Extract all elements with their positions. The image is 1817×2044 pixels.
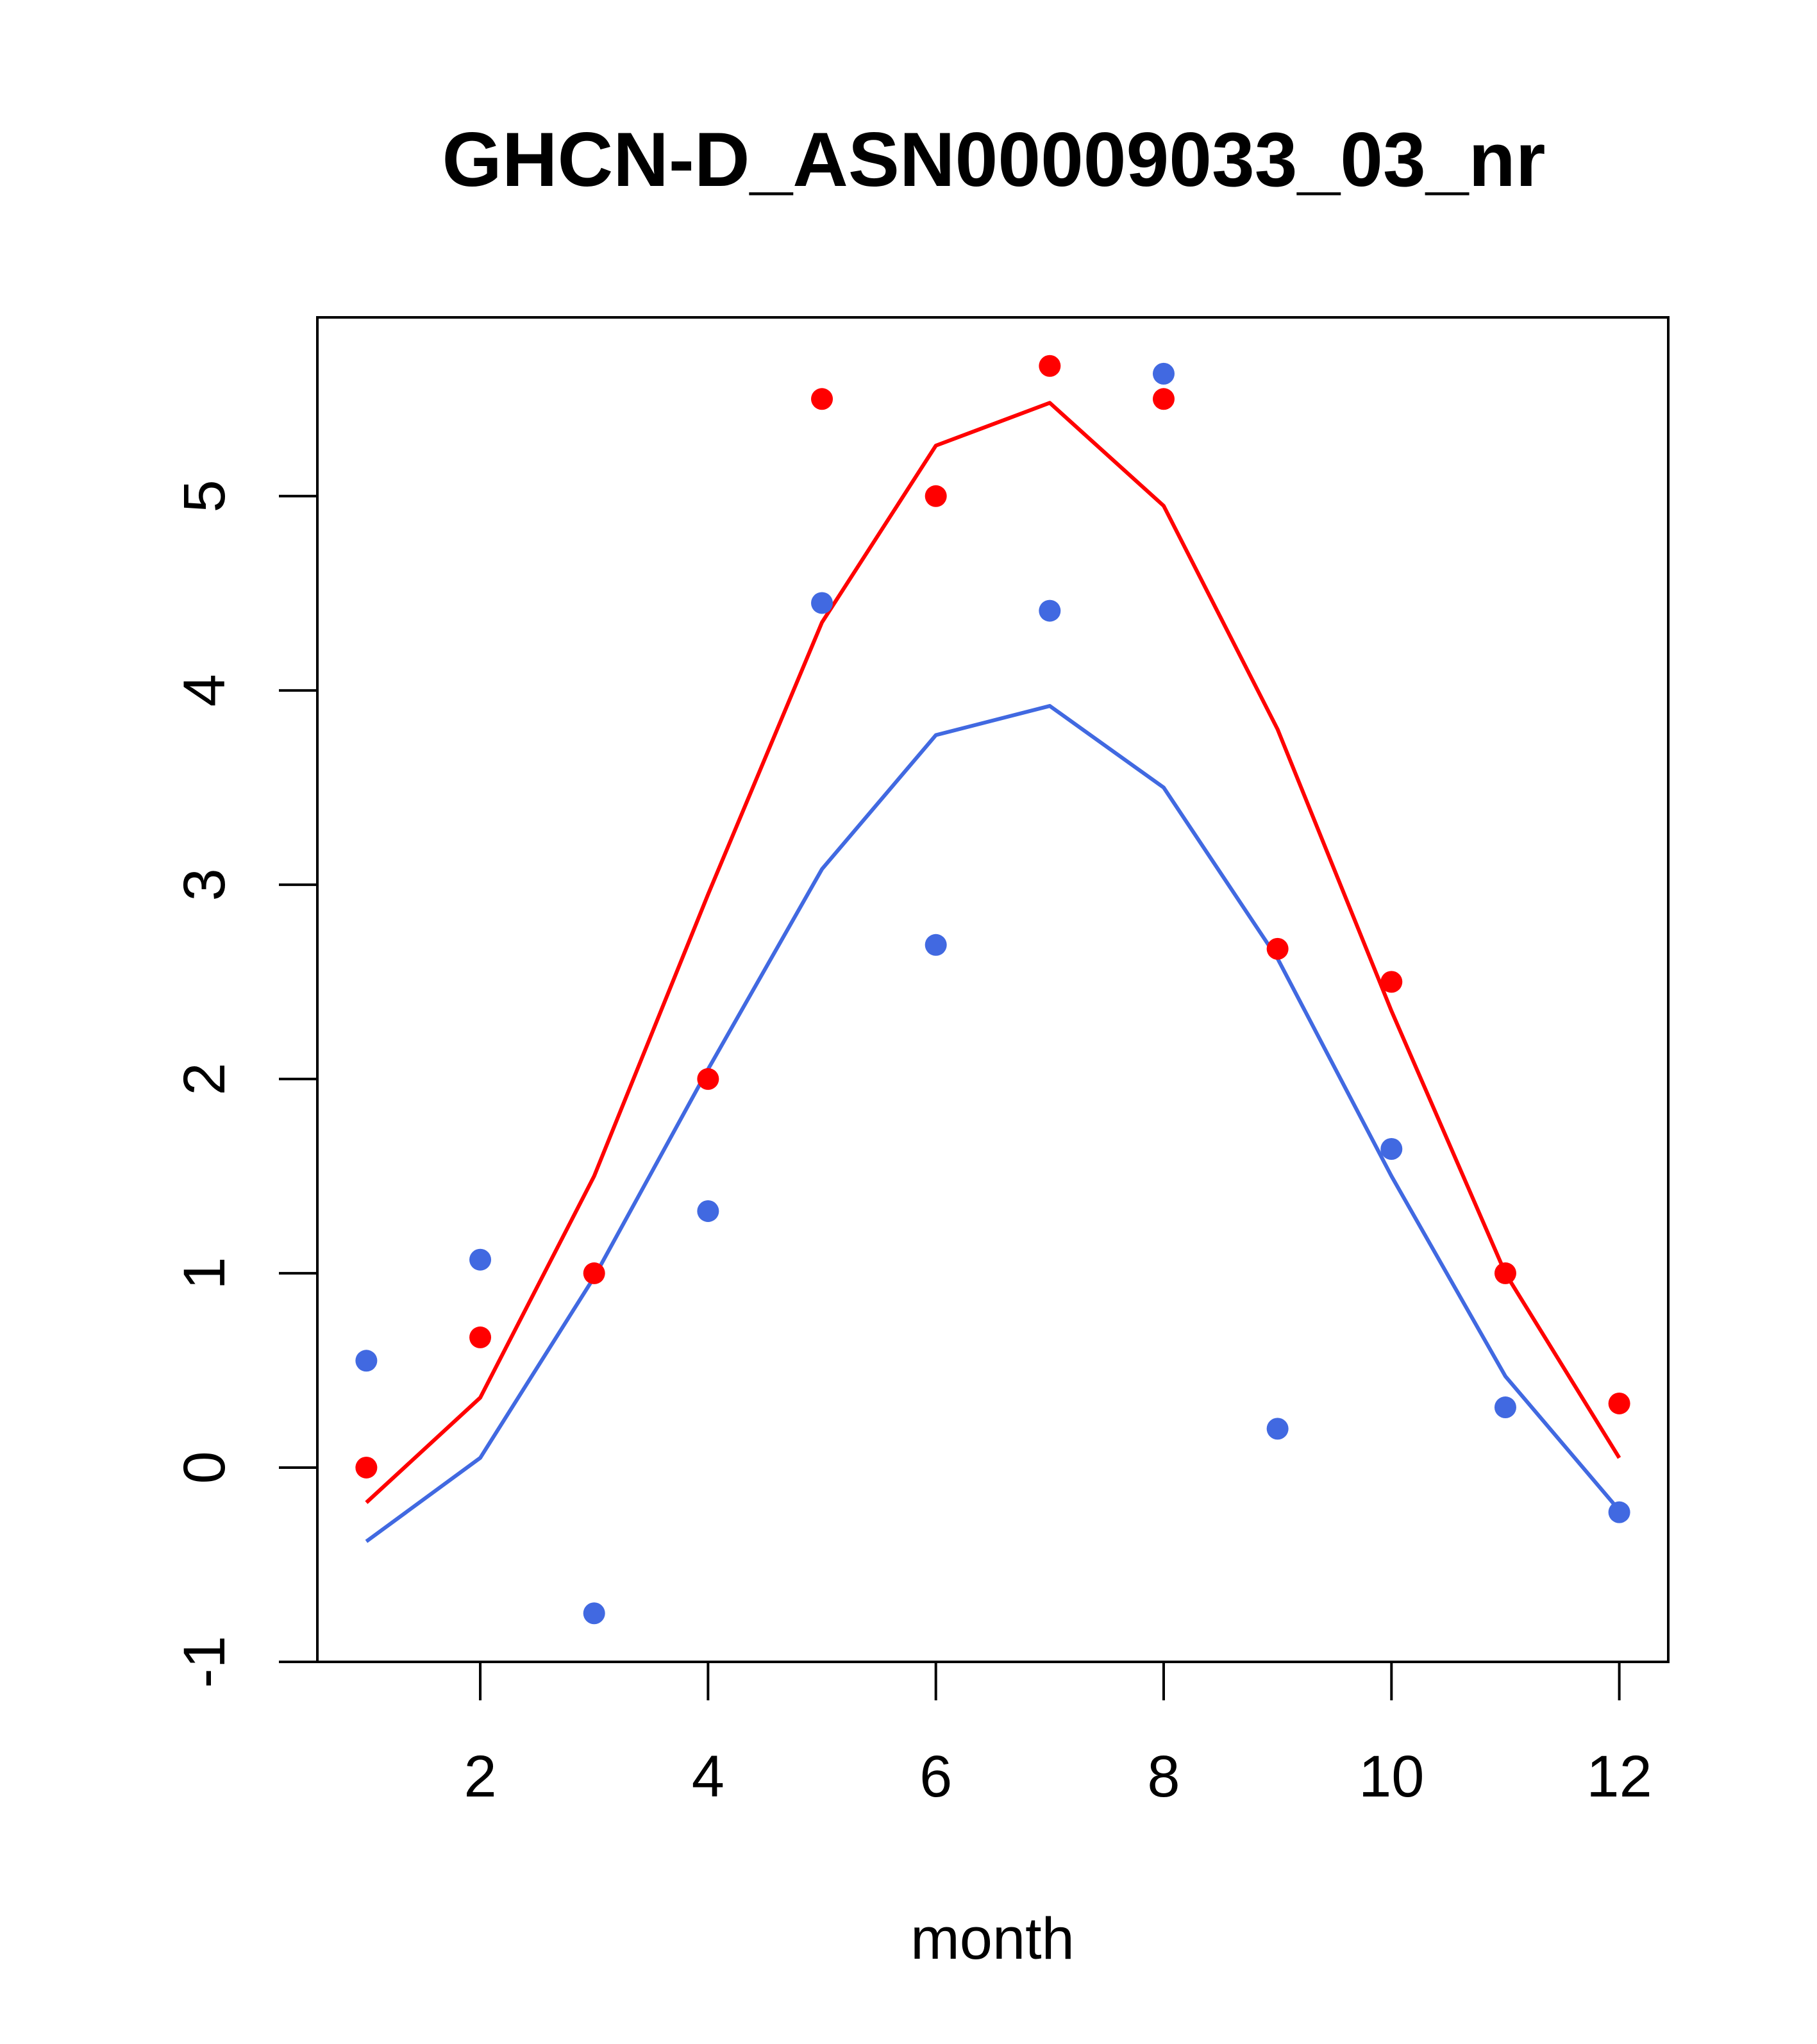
x-tick-label: 4 — [692, 1744, 724, 1809]
data-point-2 — [583, 1602, 605, 1625]
data-point-0 — [697, 1068, 719, 1090]
x-tick-label: 10 — [1359, 1744, 1424, 1809]
data-point-2 — [1608, 1501, 1630, 1523]
y-tick-label: 4 — [172, 674, 237, 707]
series-layer — [355, 355, 1630, 1625]
x-tick-label: 8 — [1147, 1744, 1180, 1809]
data-point-0 — [469, 1326, 492, 1348]
data-point-2 — [355, 1350, 378, 1372]
data-point-0 — [1608, 1392, 1630, 1414]
data-point-0 — [811, 388, 833, 410]
x-tick-label: 12 — [1586, 1744, 1652, 1809]
y-tick-label: 2 — [172, 1062, 237, 1095]
data-point-0 — [355, 1456, 378, 1479]
data-point-2 — [1152, 362, 1175, 385]
data-point-0 — [1380, 971, 1403, 993]
series-line-3 — [365, 704, 1621, 1543]
data-point-0 — [583, 1262, 605, 1284]
data-point-2 — [1494, 1396, 1516, 1419]
data-point-2 — [925, 934, 947, 956]
x-axis-label: month — [910, 1906, 1075, 1972]
data-point-2 — [1380, 1137, 1403, 1160]
data-point-2 — [1266, 1418, 1289, 1440]
data-point-0 — [1152, 388, 1175, 410]
data-point-0 — [925, 485, 947, 507]
data-point-0 — [1039, 355, 1061, 377]
data-point-2 — [469, 1248, 492, 1271]
y-tick-label: 1 — [172, 1257, 237, 1289]
y-tick-label: 0 — [172, 1451, 237, 1484]
data-point-2 — [811, 592, 833, 614]
x-axis: 2 4 6 8 10 12 — [464, 1661, 1652, 1809]
data-point-2 — [1039, 599, 1061, 622]
chart-title: GHCN-D_ASN00009033_03_nr — [442, 117, 1546, 203]
data-point-0 — [1494, 1262, 1516, 1284]
y-axis: -1 0 1 2 3 4 5 — [172, 480, 319, 1688]
x-tick-label: 2 — [464, 1744, 496, 1809]
data-point-2 — [697, 1200, 719, 1222]
data-point-0 — [1266, 937, 1289, 960]
y-tick-label: 3 — [172, 868, 237, 901]
y-tick-label: -1 — [172, 1636, 237, 1688]
plot-frame — [316, 316, 1670, 1663]
y-tick-label: 5 — [172, 480, 237, 512]
x-tick-label: 6 — [919, 1744, 952, 1809]
series-line-1 — [365, 401, 1621, 1504]
